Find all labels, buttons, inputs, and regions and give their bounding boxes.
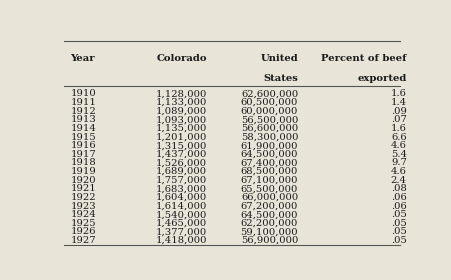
Text: 1910: 1910 <box>70 90 96 99</box>
Text: 2.4: 2.4 <box>390 176 406 185</box>
Text: .05: .05 <box>390 227 406 236</box>
Text: 1,437,000: 1,437,000 <box>156 150 207 159</box>
Text: 1,089,000: 1,089,000 <box>156 107 207 116</box>
Text: 1915: 1915 <box>70 133 96 142</box>
Text: 1,418,000: 1,418,000 <box>155 236 207 245</box>
Text: Year: Year <box>70 54 95 63</box>
Text: 61,900,000: 61,900,000 <box>240 141 298 150</box>
Text: 68,500,000: 68,500,000 <box>240 167 298 176</box>
Text: United: United <box>260 54 298 63</box>
Text: 1912: 1912 <box>70 107 96 116</box>
Text: 1923: 1923 <box>70 202 96 211</box>
Text: 1,133,000: 1,133,000 <box>156 98 207 107</box>
Text: 1,465,000: 1,465,000 <box>156 219 207 228</box>
Text: 1927: 1927 <box>70 236 96 245</box>
Text: .06: .06 <box>390 202 406 211</box>
Text: 59,100,000: 59,100,000 <box>240 227 298 236</box>
Text: 1,128,000: 1,128,000 <box>156 90 207 99</box>
Text: 64,500,000: 64,500,000 <box>240 210 298 219</box>
Text: 67,200,000: 67,200,000 <box>240 202 298 211</box>
Text: .05: .05 <box>390 219 406 228</box>
Text: 9.7: 9.7 <box>390 158 406 167</box>
Text: .05: .05 <box>390 210 406 219</box>
Text: 65,500,000: 65,500,000 <box>240 184 298 193</box>
Text: 1,315,000: 1,315,000 <box>156 141 207 150</box>
Text: 67,400,000: 67,400,000 <box>240 158 298 167</box>
Text: 1919: 1919 <box>70 167 96 176</box>
Text: 4.6: 4.6 <box>390 167 406 176</box>
Text: 1914: 1914 <box>70 124 96 133</box>
Text: States: States <box>263 74 298 83</box>
Text: .08: .08 <box>390 184 406 193</box>
Text: 1925: 1925 <box>70 219 96 228</box>
Text: 66,000,000: 66,000,000 <box>240 193 298 202</box>
Text: 58,300,000: 58,300,000 <box>240 133 298 142</box>
Text: 1918: 1918 <box>70 158 96 167</box>
Text: .06: .06 <box>390 193 406 202</box>
Text: 1,540,000: 1,540,000 <box>156 210 207 219</box>
Text: 1924: 1924 <box>70 210 96 219</box>
Text: 1,604,000: 1,604,000 <box>156 193 207 202</box>
Text: 62,600,000: 62,600,000 <box>240 90 298 99</box>
Text: 56,600,000: 56,600,000 <box>240 124 298 133</box>
Text: 1,135,000: 1,135,000 <box>156 124 207 133</box>
Text: 1,201,000: 1,201,000 <box>156 133 207 142</box>
Text: 5.4: 5.4 <box>390 150 406 159</box>
Text: .09: .09 <box>390 107 406 116</box>
Text: 60,500,000: 60,500,000 <box>240 98 298 107</box>
Text: 1920: 1920 <box>70 176 96 185</box>
Text: 1.4: 1.4 <box>390 98 406 107</box>
Text: 1,093,000: 1,093,000 <box>156 115 207 124</box>
Text: 1.6: 1.6 <box>390 90 406 99</box>
Text: 1921: 1921 <box>70 184 96 193</box>
Text: Colorado: Colorado <box>156 54 207 63</box>
Text: 1913: 1913 <box>70 115 96 124</box>
Text: 56,900,000: 56,900,000 <box>240 236 298 245</box>
Text: .07: .07 <box>390 115 406 124</box>
Text: 1,377,000: 1,377,000 <box>156 227 207 236</box>
Text: 62,200,000: 62,200,000 <box>240 219 298 228</box>
Text: Percent of beef: Percent of beef <box>321 54 406 63</box>
Text: 1922: 1922 <box>70 193 96 202</box>
Text: 4.6: 4.6 <box>390 141 406 150</box>
Text: 1,614,000: 1,614,000 <box>156 202 207 211</box>
Text: 1911: 1911 <box>70 98 96 107</box>
Text: 1,757,000: 1,757,000 <box>156 176 207 185</box>
Text: 1,683,000: 1,683,000 <box>156 184 207 193</box>
Text: .05: .05 <box>390 236 406 245</box>
Text: exported: exported <box>357 74 406 83</box>
Text: 56,500,000: 56,500,000 <box>240 115 298 124</box>
Text: 1,689,000: 1,689,000 <box>156 167 207 176</box>
Text: 60,000,000: 60,000,000 <box>240 107 298 116</box>
Text: 64,500,000: 64,500,000 <box>240 150 298 159</box>
Text: 6.6: 6.6 <box>390 133 406 142</box>
Text: 1916: 1916 <box>70 141 96 150</box>
Text: 67,100,000: 67,100,000 <box>240 176 298 185</box>
Text: 1926: 1926 <box>70 227 96 236</box>
Text: 1917: 1917 <box>70 150 96 159</box>
Text: 1,526,000: 1,526,000 <box>156 158 207 167</box>
Text: 1.6: 1.6 <box>390 124 406 133</box>
